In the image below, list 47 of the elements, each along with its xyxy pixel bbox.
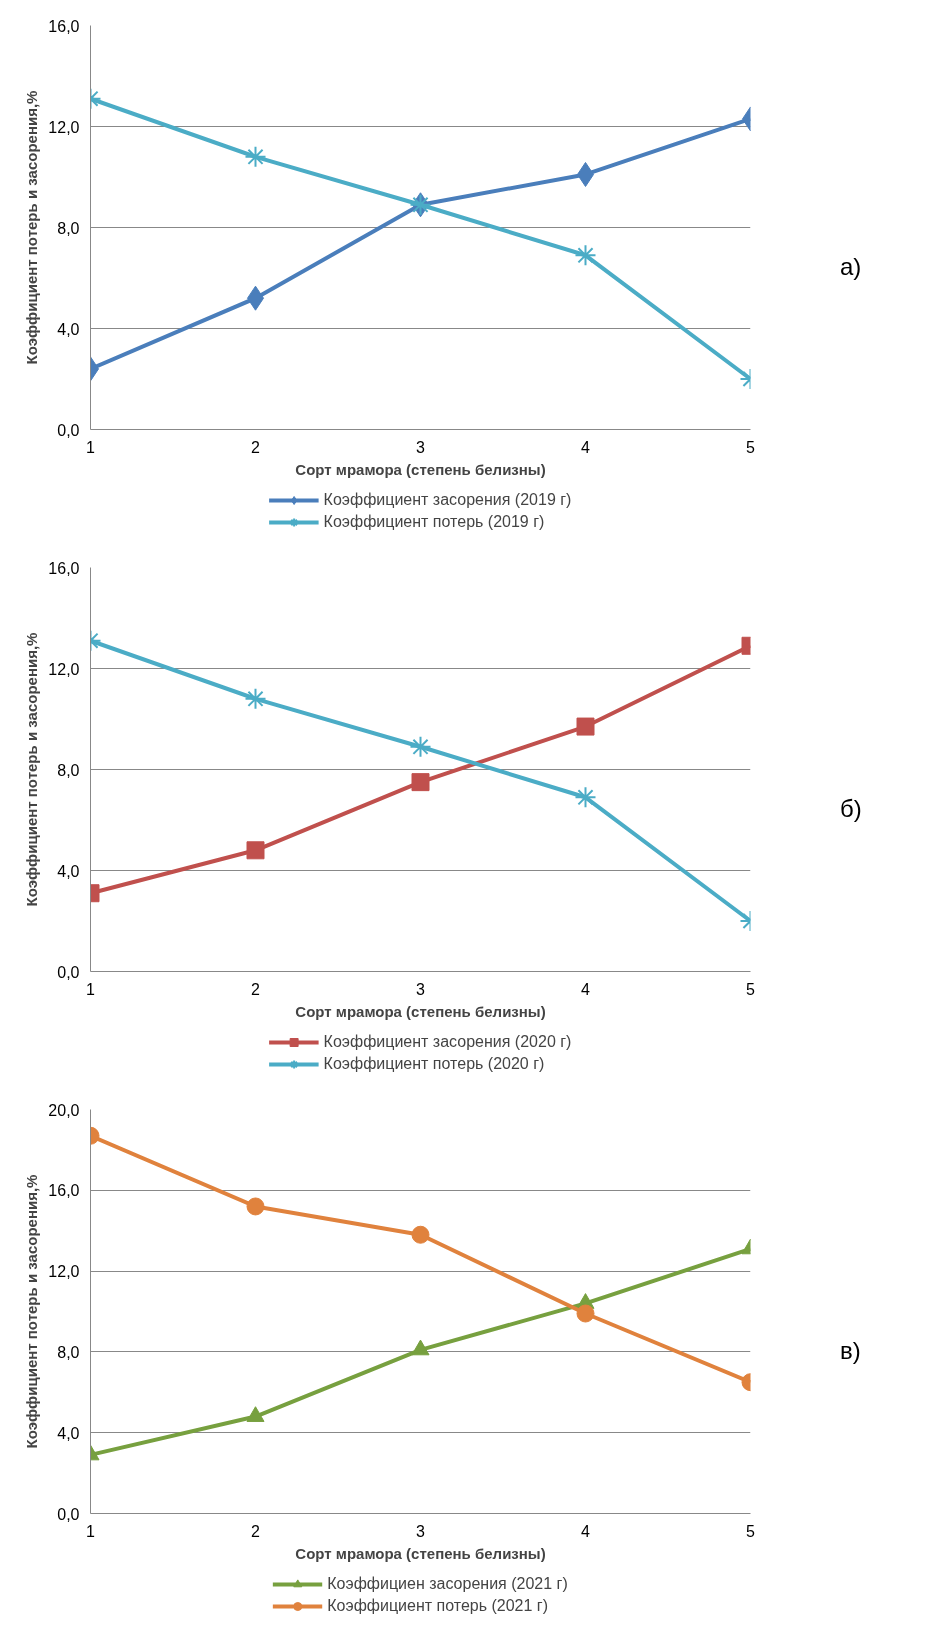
legend-label: Коэффициен засорения (2021 г) bbox=[327, 1575, 568, 1593]
x-axis-title: Сорт мрамора (степень белизны) bbox=[295, 460, 546, 478]
x-tick-label: 3 bbox=[416, 1522, 426, 1540]
y-tick-label: 0,0 bbox=[57, 1505, 80, 1523]
y-tick-label: 4,0 bbox=[57, 862, 80, 880]
x-tick-label: 4 bbox=[581, 438, 591, 456]
y-tick-label: 12,0 bbox=[48, 118, 80, 136]
x-tick-label: 1 bbox=[86, 1522, 96, 1540]
x-tick-label: 3 bbox=[416, 438, 426, 456]
legend-label: Коэффициент потерь (2020 г) bbox=[323, 1055, 545, 1073]
text: а) bbox=[840, 252, 862, 282]
y-tick-label: 8,0 bbox=[57, 219, 80, 237]
y-tick-label: 8,0 bbox=[57, 761, 80, 779]
x-tick-label: 5 bbox=[746, 980, 756, 998]
x-tick-label: 2 bbox=[251, 1522, 261, 1540]
x-tick-label: 1 bbox=[86, 438, 96, 456]
point bbox=[244, 145, 267, 168]
x-tick-label: 2 bbox=[251, 980, 261, 998]
legend-label: Коэффициент потерь (2021 г) bbox=[327, 1597, 549, 1615]
y-axis-title: Коэффициент потерь и засорения,% bbox=[23, 632, 41, 907]
x-tick-label: 4 bbox=[581, 980, 591, 998]
y-tick-label: 12,0 bbox=[48, 1263, 80, 1281]
y-tick-label: 20,0 bbox=[48, 1101, 80, 1119]
y-tick-label: 4,0 bbox=[57, 320, 80, 338]
text: б) bbox=[840, 794, 862, 824]
y-tick-label: 16,0 bbox=[48, 1182, 80, 1200]
x-tick-label: 2 bbox=[251, 438, 261, 456]
x-tick-label: 1 bbox=[86, 980, 96, 998]
legend-label: Коэффициент потерь (2019 г) bbox=[323, 513, 545, 531]
y-tick-label: 16,0 bbox=[48, 559, 80, 577]
y-axis-title: Коэффициент потерь и засорения,% bbox=[23, 90, 41, 365]
text: в) bbox=[840, 1336, 861, 1366]
y-tick-label: 16,0 bbox=[48, 17, 80, 35]
x-tick-label: 5 bbox=[746, 1522, 756, 1540]
y-tick-label: 0,0 bbox=[57, 963, 80, 981]
legend-label: Коэффициент засорения (2019 г) bbox=[323, 491, 572, 509]
y-tick-label: 0,0 bbox=[57, 421, 80, 439]
x-tick-label: 5 bbox=[746, 438, 756, 456]
x-tick-label: 3 bbox=[416, 980, 426, 998]
y-tick-label: 8,0 bbox=[57, 1343, 80, 1361]
y-axis-title: Коэффициент потерь и засорения,% bbox=[23, 1174, 41, 1449]
legend-label: Коэффициент засорения (2020 г) bbox=[323, 1033, 572, 1051]
x-tick-label: 4 bbox=[581, 1522, 591, 1540]
x-axis-title: Сорт мрамора (степень белизны) bbox=[295, 1544, 546, 1562]
y-tick-label: 12,0 bbox=[48, 660, 80, 678]
x-axis-title: Сорт мрамора (степень белизны) bbox=[295, 1002, 546, 1020]
y-tick-label: 4,0 bbox=[57, 1424, 80, 1442]
